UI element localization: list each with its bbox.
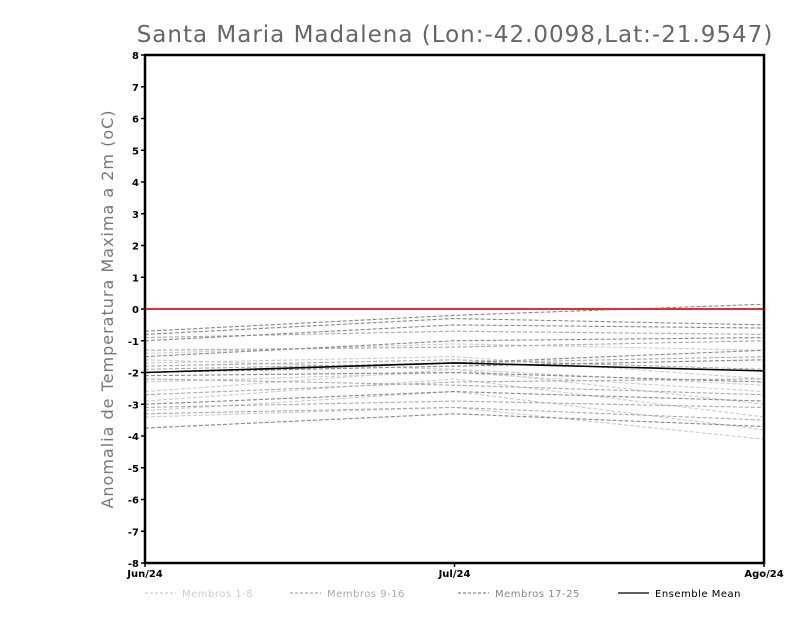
member-line-group-3-1 <box>144 303 765 332</box>
member-line-group-2-5 <box>144 378 765 396</box>
plot-frame <box>143 53 766 565</box>
member-line-group-2-2 <box>144 340 765 351</box>
legend-label: Ensemble Mean <box>655 589 741 600</box>
y-tick-label: -3 <box>128 400 139 411</box>
ensemble-mean-line <box>144 362 765 374</box>
member-line-group-3-8 <box>144 390 765 405</box>
member-line-group-3-6 <box>144 359 765 374</box>
y-tick-label: 7 <box>132 83 139 94</box>
series-layer <box>144 303 765 440</box>
y-tick-label: -7 <box>128 527 139 538</box>
y-tick-label: -4 <box>128 432 139 443</box>
y-tick-label: 1 <box>132 273 139 284</box>
y-tick-label: -8 <box>128 559 139 570</box>
member-line-group-1-6 <box>144 390 765 431</box>
y-tick-label: 2 <box>132 242 139 253</box>
legend-label: Membros 17-25 <box>495 589 580 600</box>
member-line-group-3-7 <box>144 371 765 383</box>
y-tick-label: 3 <box>132 210 139 221</box>
member-line-group-3-3 <box>144 324 765 342</box>
member-line-group-2-8 <box>144 359 765 370</box>
member-line-group-1-4 <box>144 368 765 405</box>
y-tick-label: 8 <box>132 51 139 62</box>
y-tick-label: -2 <box>128 369 139 380</box>
member-line-group-1-5 <box>144 378 765 418</box>
y-tick-label: 4 <box>132 178 139 189</box>
chart-title: Santa Maria Madalena (Lon:-42.0098,Lat:-… <box>137 22 774 48</box>
x-tick-label: Jul/24 <box>438 569 471 580</box>
y-tick-label: 6 <box>132 115 139 126</box>
y-tick-label: -6 <box>128 496 139 507</box>
member-line-group-2-7 <box>144 406 765 421</box>
member-line-group-1-1 <box>144 343 765 354</box>
y-tick-label: 0 <box>132 305 139 316</box>
y-tick-label: 5 <box>132 146 139 157</box>
legend-label: Membros 9-16 <box>327 589 405 600</box>
y-ticks: 8 7 6 5 4 3 2 1 0 -1 -2 -3 -4 -5 -6 -7 -8 <box>128 51 145 570</box>
x-tick-label: Jun/24 <box>126 569 163 580</box>
legend: Membros 1-8 Membros 9-16 Membros 17-25 Ense… <box>145 589 741 600</box>
member-line-group-2-1 <box>144 330 765 339</box>
member-line-group-2-6 <box>144 400 765 408</box>
member-line-group-3-4 <box>144 337 765 358</box>
y-tick-label: -5 <box>128 464 139 475</box>
y-tick-label: -1 <box>128 337 139 348</box>
legend-label: Membros 1-8 <box>182 589 253 600</box>
member-line-group-1-2 <box>144 356 765 380</box>
member-line-group-3-9 <box>144 413 765 429</box>
member-line-group-2-4 <box>144 378 765 396</box>
x-ticks: Jun/24 Jul/24 Ago/24 <box>126 563 784 580</box>
member-line-group-3-2 <box>144 317 765 335</box>
x-tick-label: Ago/24 <box>744 569 783 580</box>
y-axis-label: Anomalia de Temperatura Maxima a 2m (oC) <box>98 109 117 508</box>
